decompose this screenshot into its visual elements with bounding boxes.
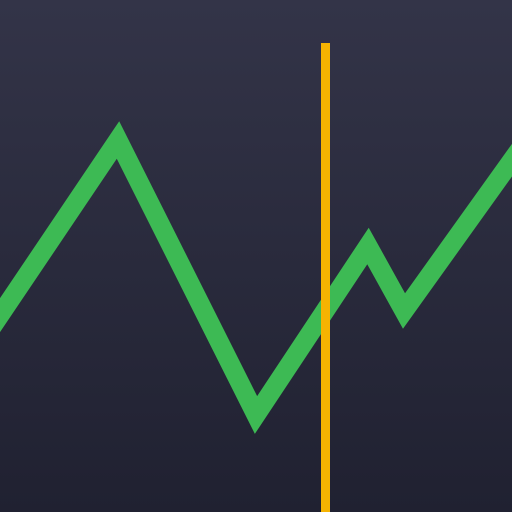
cursor-line xyxy=(321,43,330,512)
series-line xyxy=(0,121,512,434)
